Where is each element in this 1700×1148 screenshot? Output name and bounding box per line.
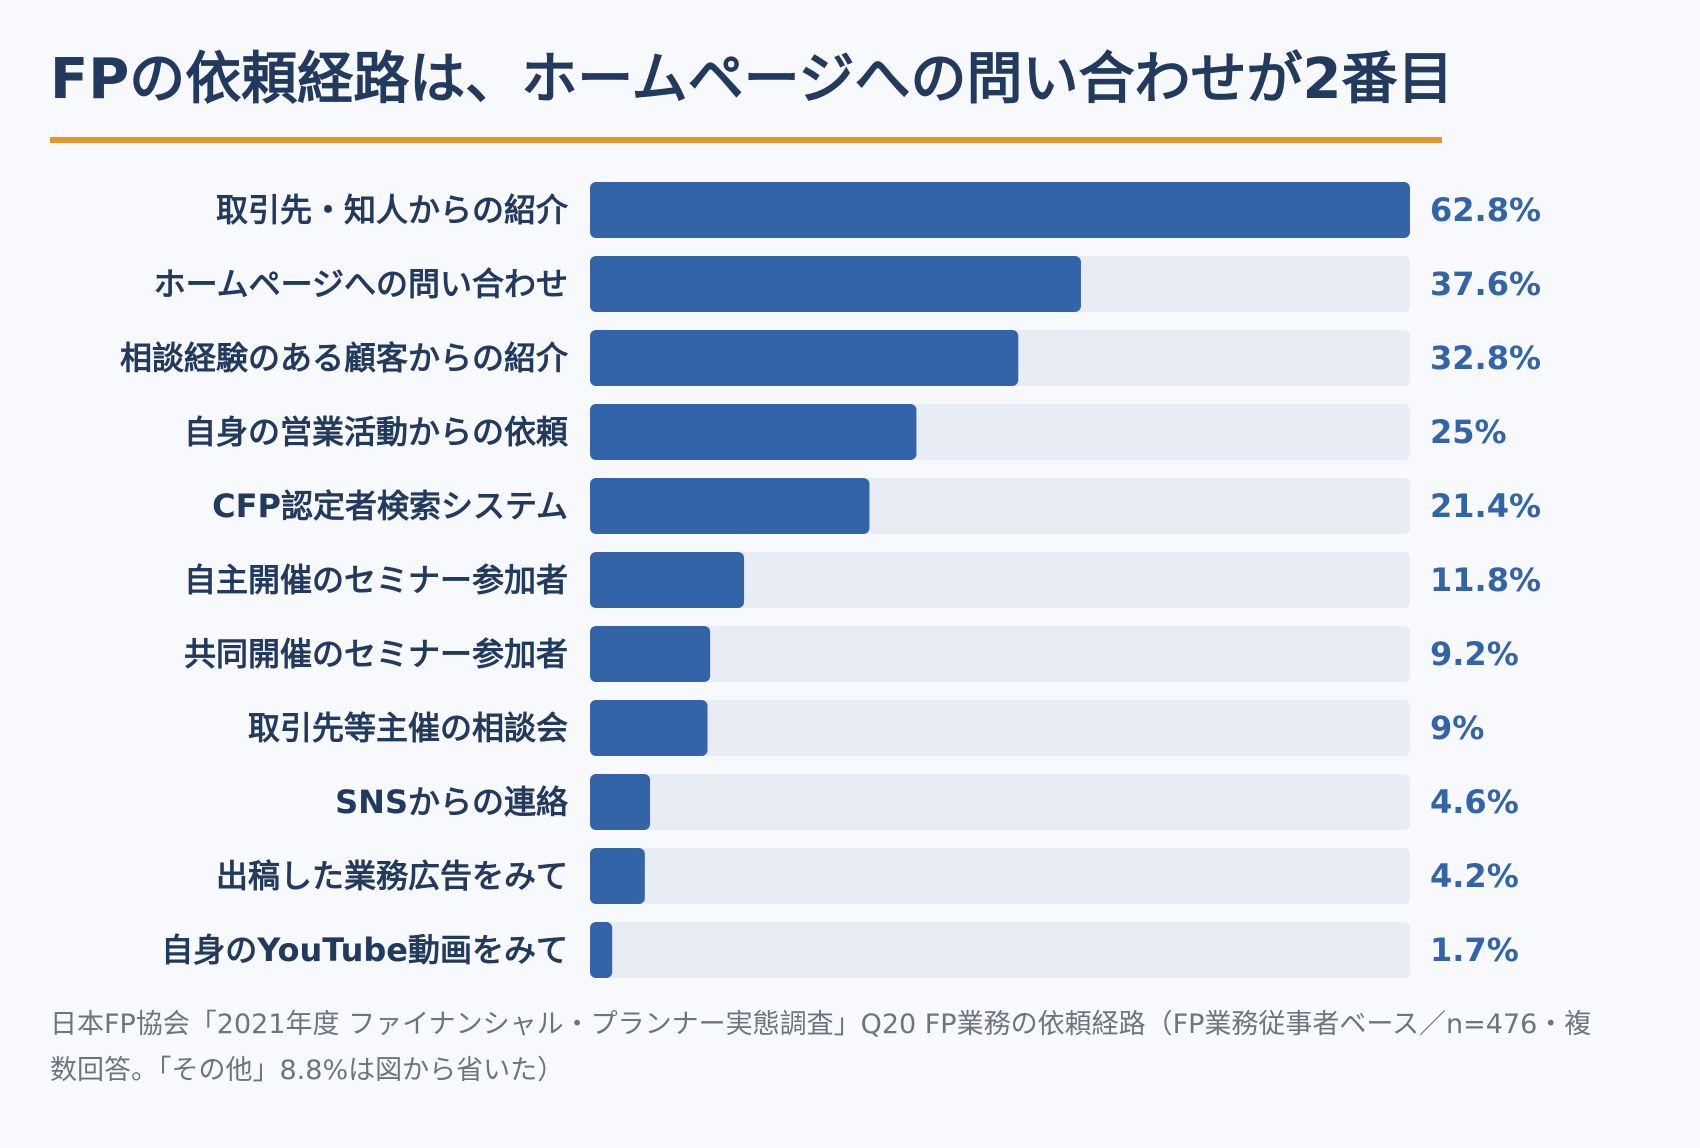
value-label: 21.4%: [1430, 487, 1541, 525]
value-label: 1.7%: [1430, 931, 1519, 969]
category-label: 自身のYouTube動画をみて: [161, 931, 568, 969]
category-label: 取引先・知人からの紹介: [216, 191, 569, 229]
category-label: 取引先等主催の相談会: [248, 709, 568, 747]
value-label: 32.8%: [1430, 339, 1541, 377]
category-label: 共同開催のセミナー参加者: [184, 635, 568, 673]
bar-chart: 取引先・知人からの紹介 62.8% ホームページへの問い合わせ 37.6% 相談経験のあ…: [120, 182, 1541, 978]
value-label: 62.8%: [1430, 191, 1541, 229]
bar-track: [590, 552, 1410, 608]
bar: [590, 848, 645, 904]
category-label: 出稿した業務広告をみて: [216, 857, 568, 895]
bar-track: [590, 774, 1410, 830]
value-label: 4.6%: [1430, 783, 1519, 821]
chart-title: FPの依頼経路は、ホームページへの問い合わせが2番目: [50, 47, 1454, 112]
bar: [590, 330, 1019, 386]
category-label: 自身の営業活動からの依頼: [184, 413, 569, 451]
source-note: 日本FP協会「2021年度 ファイナンシャル・プランナー実態調査」Q20 FP業…: [50, 1009, 1592, 1086]
bar: [590, 700, 708, 756]
bar: [590, 478, 870, 534]
value-label: 37.6%: [1430, 265, 1541, 303]
category-label: CFP認定者検索システム: [212, 487, 568, 525]
bar: [590, 922, 613, 978]
value-label: 11.8%: [1430, 561, 1541, 599]
bar-track: [590, 848, 1410, 904]
bar: [590, 774, 651, 830]
category-label: 自主開催のセミナー参加者: [184, 561, 568, 599]
bar: [590, 182, 1410, 238]
value-label: 9.2%: [1430, 635, 1519, 673]
bar: [590, 626, 711, 682]
bar-track: [590, 626, 1410, 682]
bar-track: [590, 700, 1410, 756]
value-label: 4.2%: [1430, 857, 1519, 895]
bar: [590, 552, 745, 608]
value-label: 25%: [1430, 413, 1507, 451]
category-label: ホームページへの問い合わせ: [154, 265, 568, 303]
category-label: 相談経験のある顧客からの紹介: [120, 339, 569, 377]
title-underline: [50, 137, 1442, 143]
bar: [590, 256, 1081, 312]
category-label: SNSからの連絡: [335, 783, 569, 821]
value-label: 9%: [1430, 709, 1484, 747]
bar-track: [590, 922, 1410, 978]
bar: [590, 404, 917, 460]
